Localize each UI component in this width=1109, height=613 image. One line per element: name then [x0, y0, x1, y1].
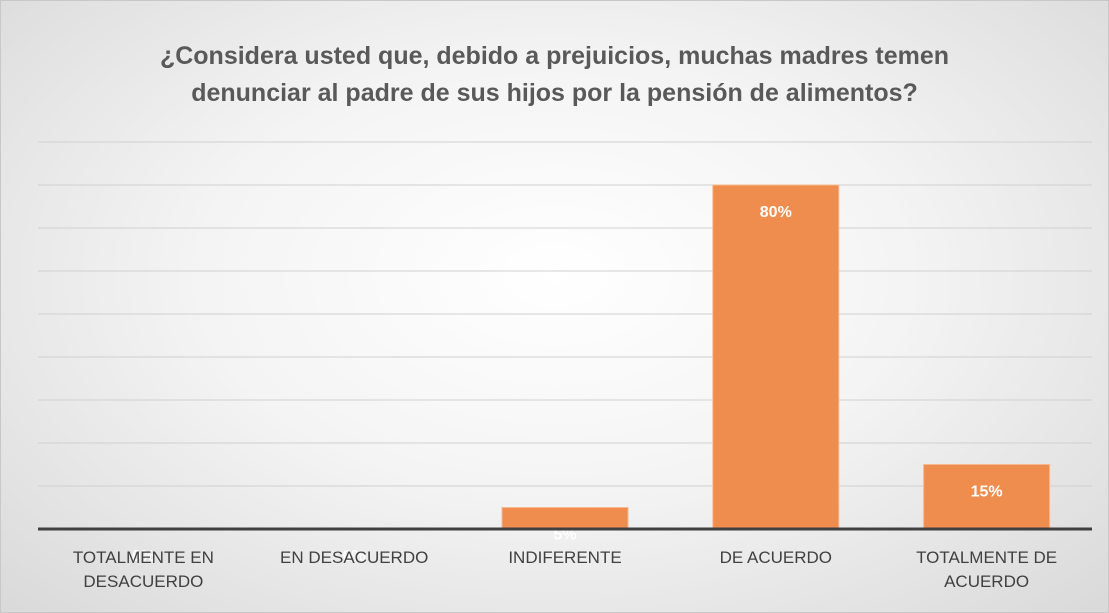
x-tick-label: TOTALMENTE DE ACUERDO [916, 548, 1058, 591]
data-label: 0% [132, 548, 155, 565]
data-label: 80% [760, 204, 792, 221]
x-tick-label: TOTALMENTE EN DESACUERDO [72, 548, 214, 591]
x-tick-label: INDIFERENTE [508, 548, 622, 567]
data-label: 0% [343, 548, 366, 565]
bar [712, 184, 840, 530]
x-tick-label: DE ACUERDO [719, 548, 832, 567]
chart-title: ¿Considera usted que, debido a prejuicio… [159, 42, 950, 107]
bar [923, 464, 1051, 530]
data-label: 15% [971, 484, 1003, 501]
data-label: 5% [553, 527, 576, 544]
x-tick-label: EN DESACUERDO [280, 548, 429, 567]
